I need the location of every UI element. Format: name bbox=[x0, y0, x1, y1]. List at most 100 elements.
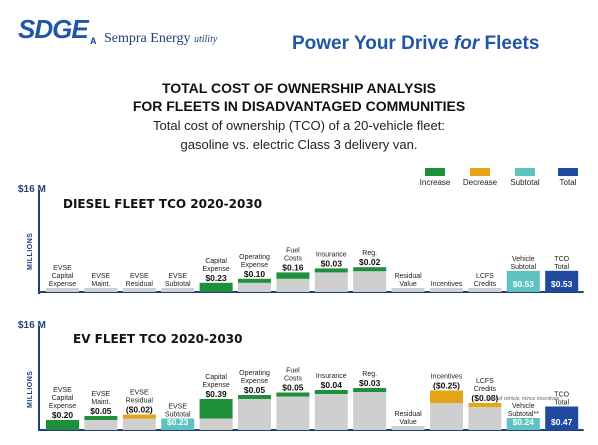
value-label-operating-expense: $0.05 bbox=[244, 385, 266, 395]
category-label-residual-value: Value bbox=[399, 281, 416, 288]
bar-insurance bbox=[314, 268, 348, 273]
category-label-incentives: Incentives bbox=[431, 374, 463, 381]
value-label-tco-total: $0.47 bbox=[551, 417, 573, 427]
value-label-evse-residual: ($0.02) bbox=[126, 405, 153, 415]
category-label-evse-capital-expense: Capital bbox=[52, 395, 74, 402]
value-label-reg: $0.03 bbox=[359, 378, 381, 388]
category-label-residual-value: Value bbox=[399, 419, 416, 426]
bar-evse-maint bbox=[84, 416, 118, 420]
value-label-capital-expense: $0.23 bbox=[205, 273, 227, 283]
category-label-evse-capital-expense: Expense bbox=[49, 281, 76, 288]
category-label-lcfs-credits: LCFS bbox=[476, 378, 494, 385]
category-label-evse-maint: Maint. bbox=[91, 281, 110, 288]
value-label-insurance: $0.04 bbox=[321, 380, 343, 390]
bar-tco-total bbox=[545, 406, 579, 430]
category-label-vehicle-subtotal: Subtotal bbox=[510, 264, 536, 271]
bar-base-evse-maint bbox=[84, 420, 118, 430]
bar-base-vehicle-subtotal bbox=[506, 418, 540, 430]
category-label-capital-expense: Capital bbox=[205, 374, 227, 381]
value-label-fuel-costs: $0.16 bbox=[282, 262, 304, 272]
value-label-evse-subtotal: $0.23 bbox=[167, 417, 189, 427]
ev-chart-title: EV FLEET TCO 2020-2030 bbox=[73, 332, 243, 346]
category-label-tco-total: Total bbox=[554, 264, 569, 271]
bar-base-tco-total bbox=[545, 288, 579, 292]
sempra-energy-text: Sempra Energy utility bbox=[104, 31, 218, 46]
page-title-line2: FOR FLEETS IN DISADVANTAGED COMMUNITIES bbox=[132, 98, 466, 114]
bar-base-vehicle-subtotal bbox=[506, 288, 540, 292]
diesel-chart-title: DIESEL FLEET TCO 2020-2030 bbox=[63, 197, 263, 211]
category-label-evse-subtotal: Subtotal bbox=[165, 412, 191, 419]
ev-y-axis bbox=[38, 326, 40, 431]
bar-reg bbox=[353, 267, 387, 272]
bar-base-evse-residual bbox=[122, 288, 156, 292]
category-label-lcfs-credits: LCFS bbox=[476, 273, 494, 280]
category-label-evse-subtotal: EVSE bbox=[168, 273, 187, 280]
category-label-lcfs-credits: Credits bbox=[474, 281, 497, 288]
bar-base-evse-subtotal bbox=[161, 426, 195, 430]
category-label-evse-capital-expense: Expense bbox=[49, 403, 76, 410]
value-label-vehicle-subtotal: $0.24 bbox=[513, 417, 535, 427]
bar-base-incentives bbox=[430, 403, 463, 430]
ev-y-axis-label: MILLIONS bbox=[27, 370, 34, 408]
diesel-ymax-label: $16 M bbox=[18, 184, 46, 195]
value-label-reg: $0.02 bbox=[359, 257, 381, 267]
bar-base-residual-value bbox=[391, 288, 425, 292]
bar-base-fuel-costs bbox=[276, 278, 310, 292]
page-subtitle-line2: gasoline vs. electric Class 3 delivery v… bbox=[180, 137, 418, 152]
value-label-evse-maint: $0.05 bbox=[90, 406, 112, 416]
bar-base-operating-expense bbox=[238, 399, 271, 430]
legend-decrease: Decrease bbox=[460, 168, 500, 187]
value-label-insurance: $0.03 bbox=[321, 258, 343, 268]
category-label-fuel-costs: Fuel bbox=[286, 247, 300, 254]
category-label-evse-subtotal: Subtotal bbox=[165, 281, 191, 288]
bar-lcfs-credits bbox=[468, 403, 502, 407]
category-label-evse-capital-expense: EVSE bbox=[53, 387, 72, 394]
bar-base-operating-expense bbox=[238, 282, 271, 292]
bar-capital-expense bbox=[199, 399, 233, 419]
category-label-operating-expense: Operating bbox=[239, 254, 270, 261]
bar-vehicle-subtotal bbox=[506, 270, 540, 292]
bar-fuel-costs bbox=[276, 392, 310, 397]
bar-base-evse-residual bbox=[122, 418, 156, 430]
value-label-lcfs-credits: ($0.08) bbox=[471, 393, 498, 403]
footnote-label: cost of vehicle, minus incentives bbox=[488, 396, 560, 402]
bar-operating-expense bbox=[238, 278, 271, 283]
bar-base-evse-capital-expense bbox=[46, 288, 79, 292]
bar-insurance bbox=[314, 390, 348, 394]
bar-incentives bbox=[430, 390, 463, 403]
bar-vehicle-subtotal bbox=[506, 418, 540, 430]
category-label-fuel-costs: Costs bbox=[284, 255, 302, 262]
page-subtitle-line1: Total cost of ownership (TCO) of a 20-ve… bbox=[153, 118, 445, 133]
category-label-evse-residual: Residual bbox=[126, 398, 154, 405]
category-label-operating-expense: Expense bbox=[241, 378, 268, 385]
logo-a-text: A bbox=[90, 36, 97, 46]
category-label-insurance: Insurance bbox=[316, 373, 347, 380]
category-label-evse-capital-expense: Capital bbox=[52, 273, 74, 280]
category-label-residual-value: Residual bbox=[394, 411, 422, 418]
category-label-capital-expense: Expense bbox=[202, 266, 229, 273]
tagline: Power Your Drive for Fleets bbox=[292, 33, 540, 54]
legend-subtotal: Subtotal bbox=[505, 168, 545, 187]
bar-base-evse-capital-expense bbox=[46, 426, 79, 430]
category-label-evse-maint: Maint. bbox=[91, 399, 110, 406]
ev-ymax-label: $16 M bbox=[18, 320, 46, 331]
bar-base-insurance bbox=[314, 394, 348, 430]
category-label-capital-expense: Capital bbox=[205, 258, 227, 265]
bar-capital-expense bbox=[199, 282, 233, 292]
legend-total: Total bbox=[548, 168, 588, 187]
bar-reg bbox=[353, 388, 387, 392]
value-label-capital-expense: $0.39 bbox=[205, 389, 227, 399]
category-label-capital-expense: Expense bbox=[202, 382, 229, 389]
bar-base-incentives bbox=[430, 288, 463, 292]
bar-base-residual-value bbox=[391, 426, 425, 430]
category-label-evse-maint: EVSE bbox=[92, 273, 111, 280]
diesel-y-axis-label: MILLIONS bbox=[27, 232, 34, 270]
legend-decrease-swatch bbox=[470, 168, 490, 176]
value-label-vehicle-subtotal: $0.53 bbox=[513, 279, 535, 289]
category-label-fuel-costs: Fuel bbox=[286, 368, 300, 375]
value-label-incentives: ($0.25) bbox=[433, 381, 460, 391]
category-label-vehicle-subtotal: Vehicle bbox=[512, 256, 535, 263]
category-label-vehicle-subtotal: Subtotal** bbox=[508, 411, 539, 418]
category-label-operating-expense: Operating bbox=[239, 370, 270, 377]
